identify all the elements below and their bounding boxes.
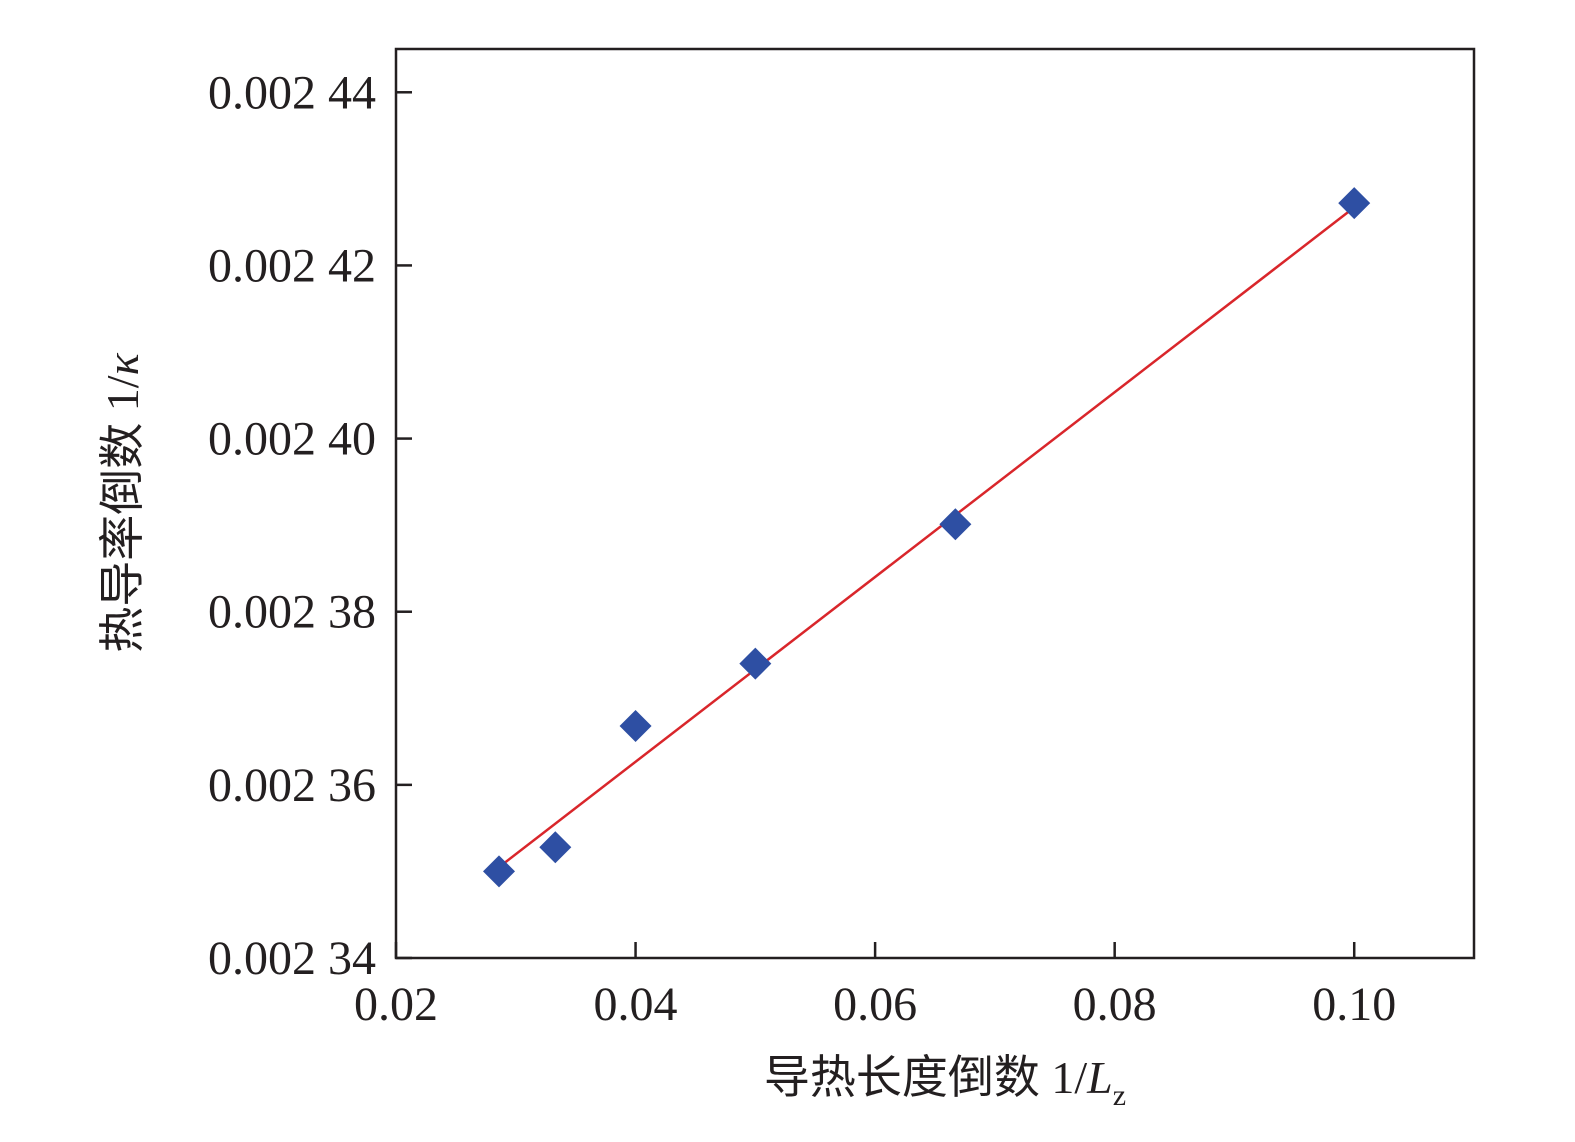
x-tick-label: 0.06 (833, 978, 917, 1031)
x-axis-title-text: 导热长度倒数 1/ (764, 1052, 1088, 1103)
data-point (483, 855, 516, 888)
data-point (619, 709, 652, 742)
ticks-layer: 0.02 0.04 0.06 0.08 0.10 0.002 34 0.002 36 0.00… (208, 66, 1396, 1031)
y-tick-label: 0.002 42 (208, 239, 376, 292)
fit-line (498, 206, 1355, 869)
x-tick-label: 0.08 (1073, 978, 1157, 1031)
y-tick-label: 0.002 44 (208, 66, 376, 119)
x-tick-label: 0.10 (1312, 978, 1396, 1031)
x-axis-title-sub: z (1113, 1079, 1126, 1112)
x-axis-title: 导热长度倒数 1/Lz (764, 1052, 1126, 1112)
plot-frame (394, 47, 1476, 960)
x-tick-label: 0.02 (354, 978, 438, 1031)
data-point (539, 831, 572, 864)
x-tick-label: 0.04 (594, 978, 678, 1031)
data-point (939, 508, 972, 541)
y-axis-title-text: 热导率倒数 1/ (97, 375, 148, 653)
data-point (739, 647, 772, 680)
data-point (1338, 187, 1371, 220)
y-axis-title-var: κ (97, 352, 148, 375)
x-axis-title-var: L (1086, 1052, 1113, 1103)
y-tick-label: 0.002 40 (208, 413, 376, 466)
points-layer (483, 187, 1371, 888)
fit-layer (498, 206, 1355, 869)
y-tick-label: 0.002 34 (208, 932, 376, 985)
y-axis-title: 热导率倒数 1/κ (97, 352, 148, 652)
y-tick-label: 0.002 36 (208, 759, 376, 812)
y-tick-label: 0.002 38 (208, 586, 376, 639)
